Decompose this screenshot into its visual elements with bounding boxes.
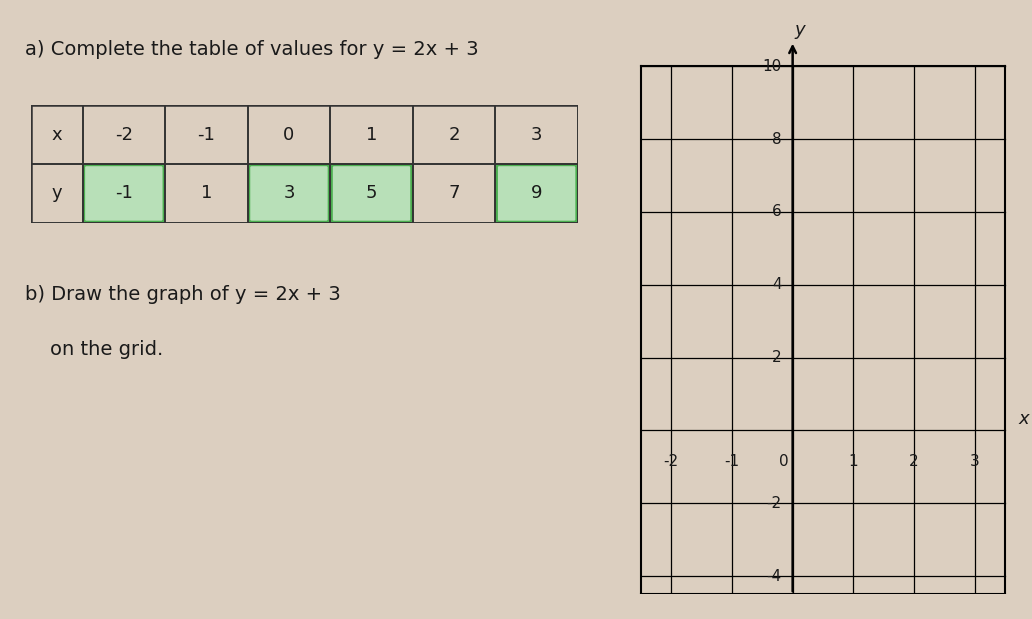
FancyBboxPatch shape	[496, 165, 577, 222]
Bar	[495, 164, 578, 223]
Text: 5: 5	[365, 184, 378, 202]
Text: 0: 0	[779, 454, 788, 469]
Text: b) Draw the graph of y = 2x + 3: b) Draw the graph of y = 2x + 3	[25, 285, 341, 304]
Bar	[248, 105, 330, 164]
Text: 2: 2	[772, 350, 781, 365]
Text: -1: -1	[115, 184, 133, 202]
Text: y: y	[795, 21, 805, 39]
Bar	[495, 105, 578, 164]
Bar	[31, 164, 83, 223]
Text: 0: 0	[284, 126, 294, 144]
Text: -2: -2	[664, 454, 679, 469]
Bar	[330, 105, 413, 164]
Text: 3: 3	[530, 126, 543, 144]
Text: x: x	[52, 126, 62, 144]
Text: 10: 10	[763, 59, 781, 74]
Text: -1: -1	[197, 126, 216, 144]
Bar	[413, 164, 495, 223]
Text: 2: 2	[909, 454, 918, 469]
Text: 3: 3	[970, 454, 979, 469]
Text: 9: 9	[530, 184, 543, 202]
Bar	[330, 164, 413, 223]
Text: 8: 8	[772, 132, 781, 147]
Text: -2: -2	[115, 126, 133, 144]
Bar	[165, 164, 248, 223]
Text: -1: -1	[724, 454, 740, 469]
Text: 1: 1	[200, 184, 213, 202]
Text: a) Complete the table of values for y = 2x + 3: a) Complete the table of values for y = …	[25, 40, 479, 59]
Text: y: y	[52, 184, 62, 202]
FancyBboxPatch shape	[249, 165, 329, 222]
Text: -4: -4	[767, 568, 781, 584]
Text: 3: 3	[283, 184, 295, 202]
Text: 6: 6	[772, 204, 781, 219]
Text: x: x	[1019, 410, 1029, 428]
FancyBboxPatch shape	[84, 165, 164, 222]
Text: 2: 2	[448, 126, 460, 144]
Text: 7: 7	[448, 184, 460, 202]
Text: 1: 1	[848, 454, 859, 469]
Bar	[83, 105, 165, 164]
Bar	[83, 164, 165, 223]
Text: -2: -2	[767, 496, 781, 511]
Text: 1: 1	[365, 126, 378, 144]
Bar	[413, 105, 495, 164]
Text: on the grid.: on the grid.	[25, 340, 163, 360]
Bar	[31, 105, 83, 164]
Text: 4: 4	[772, 277, 781, 292]
Bar	[165, 105, 248, 164]
Bar	[248, 164, 330, 223]
FancyBboxPatch shape	[331, 165, 412, 222]
